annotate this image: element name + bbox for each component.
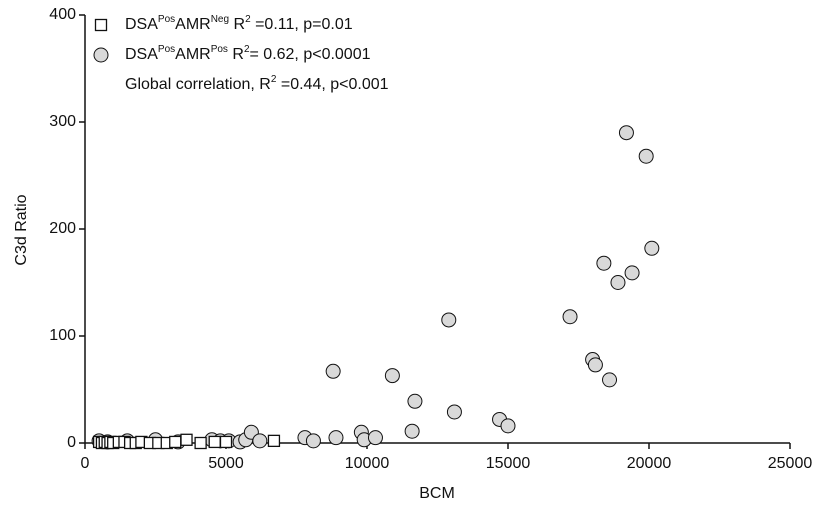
square-point [208, 435, 221, 449]
square-point [219, 435, 233, 449]
circle-point [384, 368, 400, 384]
legend-text: DSAPosAMRNeg R2 =0.11, p=0.01 [125, 14, 353, 34]
y-tick-label: 0 [67, 434, 76, 451]
x-tick-label: 5000 [208, 455, 244, 472]
x-tick-label: 15000 [486, 455, 531, 472]
circle-point [252, 433, 268, 449]
circle-point [638, 148, 654, 164]
y-tick-label: 200 [49, 220, 76, 237]
circle-point [644, 240, 660, 256]
circle-point [367, 430, 383, 446]
text-part: AMR [175, 16, 211, 33]
text-part: =0.11, p=0.01 [251, 16, 353, 33]
y-tick-label: 100 [49, 327, 76, 344]
square-point [194, 436, 207, 450]
x-tick-label: 10000 [345, 455, 390, 472]
superscript: Pos [158, 14, 175, 25]
circle-point [407, 393, 423, 409]
circle-point [587, 357, 603, 373]
legend-text: Global correlation, R2 =0.44, p<0.001 [125, 74, 389, 94]
circle-point [602, 372, 618, 388]
legend-text: DSAPosAMRPos R2= 0.62, p<0.0001 [125, 44, 371, 64]
superscript: 2 [245, 14, 251, 25]
legend-marker [94, 18, 108, 32]
circle-point [624, 265, 640, 281]
text-part: AMR [175, 46, 211, 63]
x-tick-label: 0 [81, 455, 90, 472]
x-axis-label: BCM [419, 485, 455, 502]
text-part: R [229, 16, 245, 33]
superscript: Pos [158, 44, 175, 55]
circle-point [500, 418, 516, 434]
text-part: = 0.62, p<0.0001 [250, 46, 371, 63]
superscript: 2 [271, 74, 277, 85]
text-part: DSA [125, 46, 158, 63]
x-tick-label: 20000 [627, 455, 672, 472]
circle-point [610, 275, 626, 290]
y-axis-label: C3d Ratio [13, 194, 30, 265]
superscript: 2 [244, 44, 250, 55]
circle-point [441, 312, 457, 328]
y-tick-label: 400 [49, 6, 76, 23]
circle-point [325, 363, 341, 379]
superscript: Pos [211, 44, 228, 55]
square-point [180, 433, 193, 446]
text-part: Global correlation, R [125, 76, 271, 93]
y-tick-label: 300 [49, 113, 76, 130]
text-part: =0.44, p<0.001 [276, 76, 388, 93]
text-part: DSA [125, 16, 158, 33]
circle-point [404, 423, 420, 439]
circle-point [446, 404, 462, 420]
superscript: Neg [211, 14, 229, 25]
text-part: R [228, 46, 244, 63]
circle-point [305, 433, 321, 449]
square-point [169, 435, 182, 449]
circle-point [618, 125, 634, 141]
circle-point [328, 430, 344, 446]
legend-marker [93, 47, 109, 63]
circle-point [596, 255, 612, 271]
x-tick-label: 25000 [768, 455, 813, 472]
square-point [267, 434, 281, 448]
circle-point [562, 309, 578, 325]
